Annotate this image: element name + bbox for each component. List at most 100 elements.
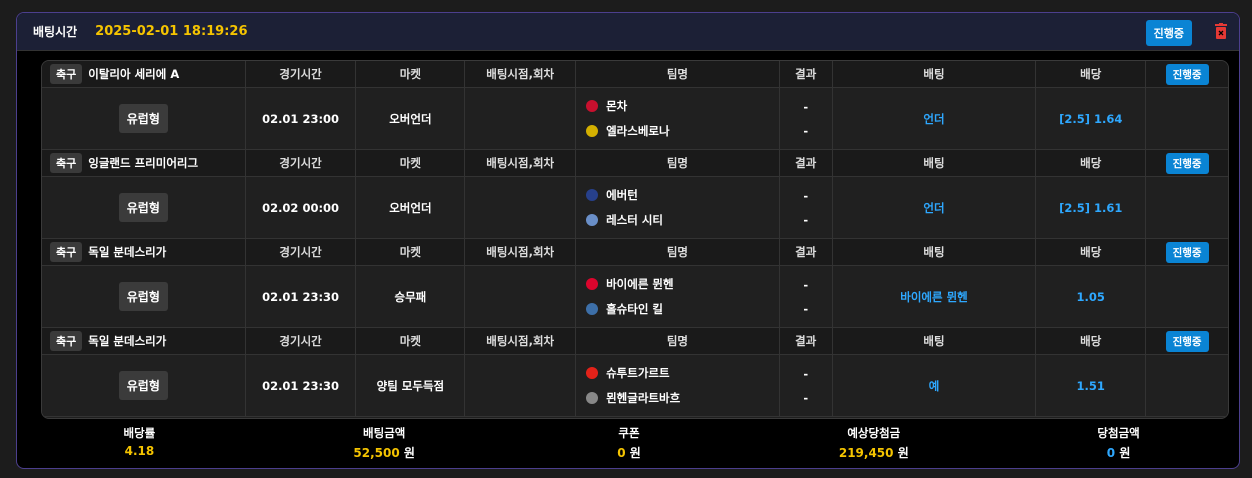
- summary-label: 배팅금액: [363, 426, 406, 440]
- summary-unit: 원: [1119, 446, 1131, 460]
- team-logo-icon: [586, 278, 599, 290]
- summary-item: 배당률 4.18: [17, 425, 262, 461]
- column-header: 배당: [1036, 239, 1147, 265]
- column-header: 마켓: [356, 61, 466, 87]
- bet-point: [465, 88, 577, 149]
- column-header: 배당: [1036, 61, 1147, 87]
- league-name: 잉글랜드 프리미어리그: [88, 156, 199, 170]
- summary-value: 52,500: [353, 446, 400, 460]
- result-cell: --: [780, 355, 833, 416]
- league-name: 독일 분데스리가: [88, 334, 167, 348]
- summary-item: 예상당첨금 219,450 원: [751, 425, 996, 461]
- column-header: 경기시간: [246, 61, 357, 87]
- trash-icon[interactable]: [1215, 23, 1227, 39]
- result-cell: --: [780, 266, 833, 327]
- bet-time-label: 배팅시간: [33, 25, 78, 39]
- column-header: 팀명: [576, 61, 780, 87]
- bet-odds: [2.5] 1.61: [1036, 177, 1147, 238]
- summary-label: 예상당첨금: [847, 426, 901, 440]
- bet-odds: [2.5] 1.64: [1036, 88, 1147, 149]
- market: 오버언더: [356, 88, 466, 149]
- column-header: 배팅: [833, 239, 1037, 265]
- teams-cell: 바이에른 뮌헨 홀슈타인 킬: [576, 266, 780, 327]
- table-row: 유럽형 02.01 23:30 양팀 모두득점 슈투트가르트 묀헨글라트바흐 -…: [42, 355, 1228, 417]
- bet-point: [465, 355, 577, 416]
- bet-slip-card: 배팅시간 2025-02-01 18:19:26 진행중 축구 이탈리아 세리에 …: [16, 12, 1240, 469]
- table-row: 유럽형 02.01 23:30 승무패 바이에른 뮌헨 홀슈타인 킬 -- 바이…: [42, 266, 1228, 328]
- bet-time-value: 2025-02-01 18:19:26: [95, 24, 248, 39]
- status-cell: 진행중: [1146, 328, 1228, 354]
- home-team: 몬차: [586, 98, 627, 114]
- market: 양팀 모두득점: [356, 355, 466, 416]
- bet-odds: 1.05: [1036, 266, 1147, 327]
- league-cell: 축구 독일 분데스리가: [42, 239, 246, 265]
- column-header: 배팅시점,회차: [465, 328, 577, 354]
- summary-item: 배팅금액 52,500 원: [262, 425, 507, 461]
- column-header: 배팅시점,회차: [465, 150, 577, 176]
- teams-cell: 에버턴 레스터 시티: [576, 177, 780, 238]
- column-header: 배팅: [833, 61, 1037, 87]
- bet-type-badge: 유럽형: [118, 282, 168, 311]
- status-badge[interactable]: 진행중: [1165, 330, 1209, 352]
- team-logo-icon: [586, 392, 599, 404]
- sport-badge: 축구: [50, 331, 83, 351]
- match-time: 02.01 23:30: [246, 266, 357, 327]
- bet-point: [465, 177, 577, 238]
- league-name: 이탈리아 세리에 A: [88, 67, 180, 81]
- bet-type-badge: 유럽형: [118, 193, 168, 222]
- status-cell: 진행중: [1146, 239, 1228, 265]
- status-badge[interactable]: 진행중: [1165, 63, 1209, 85]
- bet-pick: 언더: [833, 88, 1037, 149]
- card-header: 배팅시간 2025-02-01 18:19:26: [17, 13, 1239, 51]
- column-header: 배당: [1036, 328, 1147, 354]
- summary-value: 219,450: [838, 446, 894, 460]
- sport-badge: 축구: [50, 242, 83, 262]
- status-badge[interactable]: 진행중: [1165, 241, 1209, 263]
- home-team: 바이에른 뮌헨: [586, 276, 674, 292]
- column-header: 결과: [780, 328, 833, 354]
- summary-value: 0: [617, 446, 626, 460]
- column-header: 배팅시점,회차: [465, 239, 577, 265]
- summary-item: 쿠폰 0 원: [507, 425, 752, 461]
- column-header: 팀명: [576, 239, 780, 265]
- bet-pick: 바이에른 뮌헨: [833, 266, 1037, 327]
- team-logo-icon: [586, 303, 599, 315]
- sport-badge: 축구: [50, 153, 83, 173]
- league-header-row: 축구 독일 분데스리가 경기시간 마켓 배팅시점,회차 팀명 결과 배팅 배당 진행중: [42, 328, 1228, 355]
- summary-unit: 원: [403, 446, 415, 460]
- table-row: 유럽형 02.02 00:00 오버언더 에버턴 레스터 시티 -- 언더 [2…: [42, 177, 1228, 239]
- column-header: 마켓: [356, 150, 466, 176]
- league-cell: 축구 독일 분데스리가: [42, 328, 246, 354]
- home-team: 에버턴: [586, 187, 638, 203]
- column-header: 마켓: [356, 328, 466, 354]
- column-header: 경기시간: [246, 328, 357, 354]
- summary-label: 당첨금액: [1097, 426, 1140, 440]
- column-header: 마켓: [356, 239, 466, 265]
- away-team: 엘라스베로나: [586, 123, 670, 139]
- status-badge[interactable]: 진행중: [1165, 152, 1209, 174]
- match-time: 02.02 00:00: [246, 177, 357, 238]
- team-logo-icon: [586, 100, 599, 112]
- league-header-row: 축구 독일 분데스리가 경기시간 마켓 배팅시점,회차 팀명 결과 배팅 배당 진행중: [42, 239, 1228, 266]
- column-header: 결과: [780, 239, 833, 265]
- bet-pick: 예: [833, 355, 1037, 416]
- bet-table: 축구 이탈리아 세리에 A 경기시간 마켓 배팅시점,회차 팀명 결과 배팅 배당 진행중 유럽형…: [41, 60, 1229, 419]
- away-team: 레스터 시티: [586, 212, 663, 228]
- league-header-row: 축구 잉글랜드 프리미어리그 경기시간 마켓 배팅시점,회차 팀명 결과 배팅 배당 진행중: [42, 150, 1228, 177]
- result-cell: --: [780, 177, 833, 238]
- status-badge[interactable]: 진행중: [1145, 20, 1192, 46]
- bet-odds: 1.51: [1036, 355, 1147, 416]
- summary-value: 4.18: [124, 444, 155, 458]
- status-cell: 진행중: [1146, 61, 1228, 87]
- column-header: 배당: [1036, 150, 1147, 176]
- match-time: 02.01 23:00: [246, 88, 357, 149]
- teams-cell: 슈투트가르트 묀헨글라트바흐: [576, 355, 780, 416]
- column-header: 배팅: [833, 150, 1037, 176]
- status-cell: 진행중: [1146, 150, 1228, 176]
- column-header: 결과: [780, 61, 833, 87]
- league-cell: 축구 잉글랜드 프리미어리그: [42, 150, 246, 176]
- summary-unit: 원: [897, 446, 909, 460]
- market: 오버언더: [356, 177, 466, 238]
- league-cell: 축구 이탈리아 세리에 A: [42, 61, 246, 87]
- league-header-row: 축구 이탈리아 세리에 A 경기시간 마켓 배팅시점,회차 팀명 결과 배팅 배당 진행중: [42, 61, 1228, 88]
